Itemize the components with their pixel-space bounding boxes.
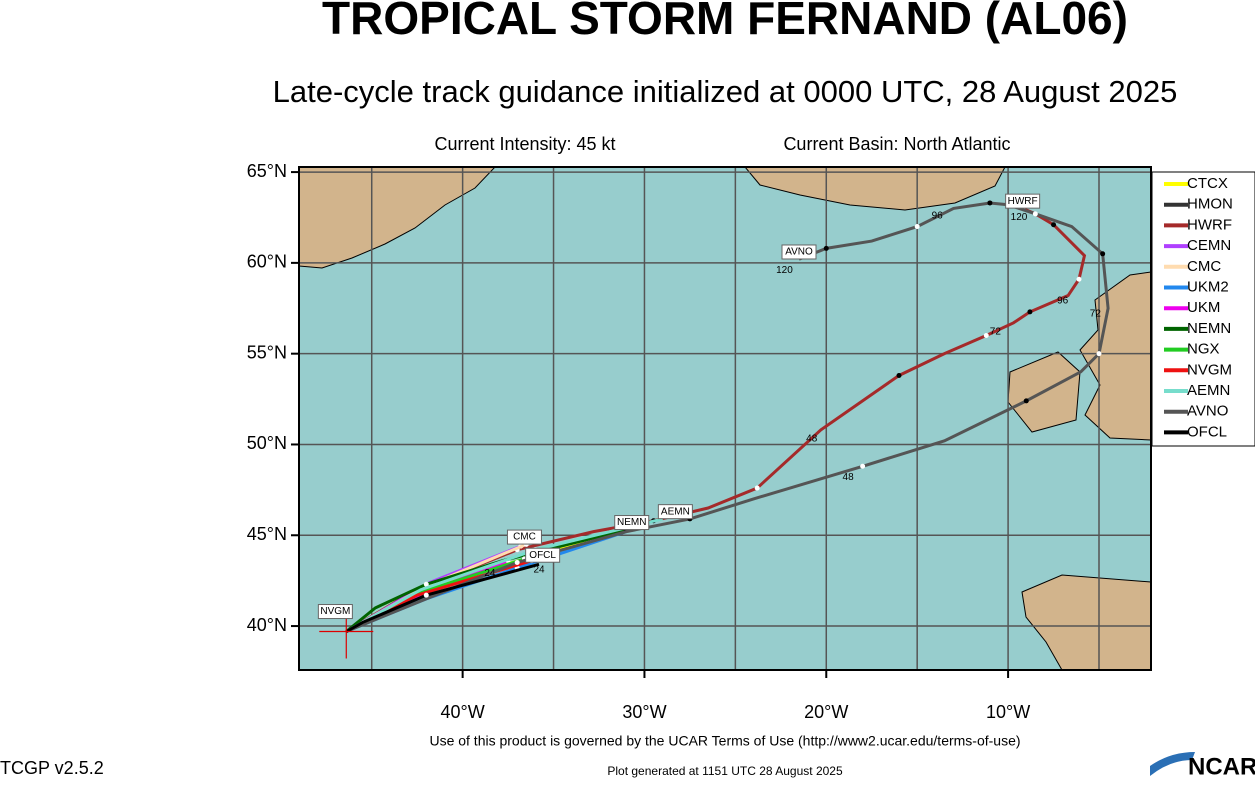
lon-label: 30°W (622, 702, 666, 722)
legend-label: CEMN (1187, 237, 1231, 254)
legend-label: AVNO (1187, 403, 1228, 420)
track-point (1023, 398, 1029, 404)
legend-label: UKM (1187, 299, 1220, 316)
hour-label: 120 (776, 265, 793, 276)
track-label: AEMN (661, 506, 690, 517)
track-point (914, 224, 920, 230)
track (345, 207, 1087, 633)
track-point (1076, 276, 1082, 282)
track-point (987, 200, 993, 206)
lat-label: 60°N (247, 252, 287, 272)
legend-label: CMC (1187, 258, 1221, 275)
lon-label: 10°W (986, 702, 1030, 722)
track-point (823, 245, 829, 251)
track-point (896, 372, 902, 378)
legend-label: UKM2 (1187, 278, 1229, 295)
track (345, 201, 1110, 633)
legend-label: OFCL (1187, 423, 1227, 440)
track-point (1100, 251, 1106, 257)
track-point (423, 581, 429, 587)
hour-label: 120 (1011, 212, 1028, 223)
track-label-box (657, 504, 693, 520)
logo-mark (1150, 752, 1195, 776)
track-label: AVNO (785, 247, 813, 258)
track-point (754, 485, 760, 491)
track-label: HWRF (1008, 196, 1038, 207)
track-label-box (317, 604, 353, 620)
intensity: Current Intensity: 45 kt (434, 134, 615, 154)
legend-label: HMON (1187, 196, 1233, 213)
track (345, 517, 663, 633)
track-label-box (1005, 193, 1041, 209)
basin: Current Basin: North Atlantic (783, 134, 1010, 154)
track-label-box (506, 529, 542, 545)
track-label-box (525, 547, 561, 563)
legend-label: NEMN (1187, 320, 1231, 337)
lat-label: 65°N (247, 161, 287, 181)
lat-label: 50°N (247, 433, 287, 453)
track-point (1027, 309, 1033, 315)
hour-label: 72 (990, 327, 1002, 338)
subtitle: Late-cycle track guidance initialized at… (273, 74, 1178, 109)
legend-label: HWRF (1187, 216, 1232, 233)
track-label-box (781, 244, 817, 260)
track-label: OFCL (529, 550, 556, 561)
map-frame (298, 166, 1152, 671)
track-point (1096, 351, 1102, 357)
hour-label: 48 (843, 472, 855, 483)
track-point (423, 592, 429, 598)
lon-label: 40°W (441, 702, 485, 722)
track-point (1032, 211, 1038, 217)
lat-label: 55°N (247, 342, 287, 362)
track-point (1051, 222, 1057, 228)
track-label-box (614, 515, 650, 531)
track-label: NVGM (320, 606, 350, 617)
track-point (514, 559, 520, 565)
legend-label: AEMN (1187, 382, 1230, 399)
hour-label: 24 (533, 564, 545, 575)
legend-label: NVGM (1187, 361, 1232, 378)
track-point (983, 333, 989, 339)
lat-label: 40°N (247, 615, 287, 635)
hour-label: 96 (1057, 296, 1069, 307)
logo: NCAR (1188, 753, 1255, 780)
title: TROPICAL STORM FERNAND (AL06) (322, 0, 1128, 44)
lat-label: 45°N (247, 524, 287, 544)
hour-label: 96 (932, 210, 944, 221)
lon-label: 20°W (804, 702, 848, 722)
hour-label: 48 (806, 434, 818, 445)
hour-label: 72 (1090, 308, 1102, 319)
land (299, 167, 1151, 670)
terms: Use of this product is governed by the U… (429, 733, 1020, 749)
version: TCGP v2.5.2 (0, 758, 104, 778)
track-point (860, 463, 866, 469)
legend-label: NGX (1187, 341, 1220, 358)
track-label: CMC (513, 532, 536, 543)
legend-label: CTCX (1187, 175, 1228, 192)
generated: Plot generated at 1151 UTC 28 August 202… (607, 764, 843, 778)
hour-label: 24 (484, 568, 496, 579)
track (345, 562, 540, 633)
track-label: NEMN (617, 517, 646, 528)
